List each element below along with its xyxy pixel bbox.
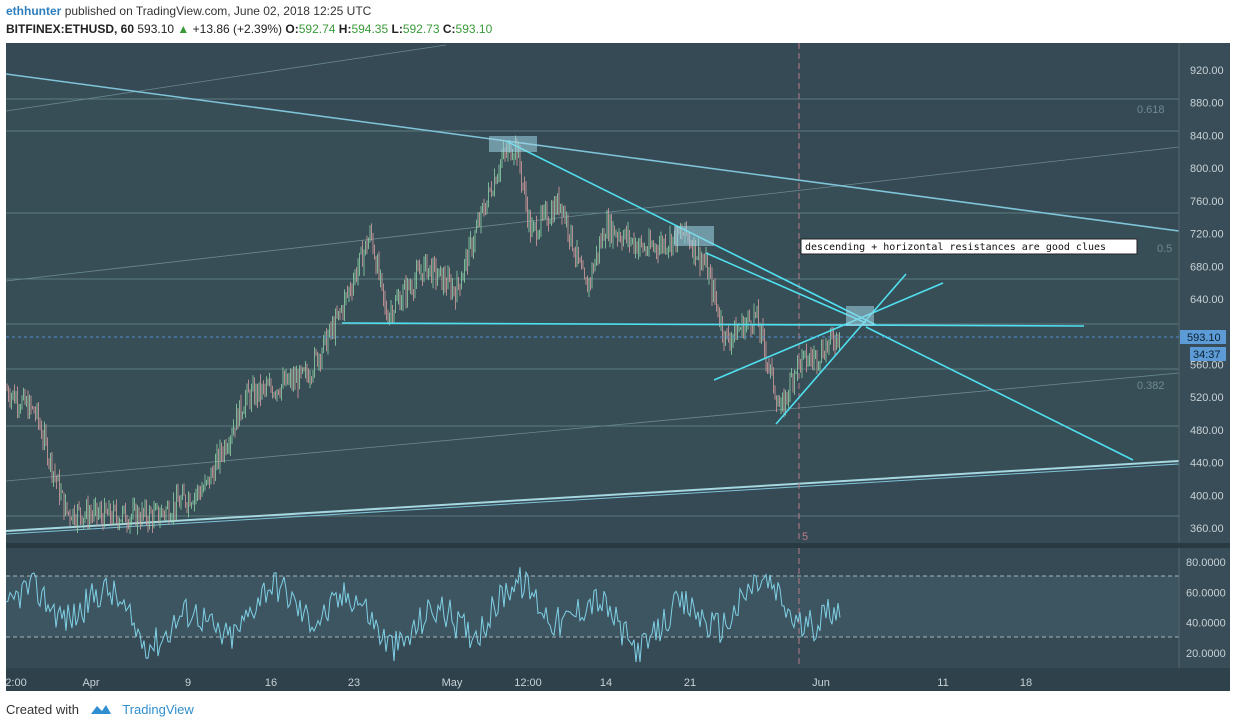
time-tick-label: May [442, 677, 463, 689]
time-tick-label: 12:00 [514, 677, 542, 689]
pane-separator[interactable] [6, 543, 1230, 548]
time-axis-ticks: 2:00 Apr 9 16 23 May 12:00 14 21 Jun 11 18 [6, 677, 1032, 689]
published-text: published on TradingView.com, June 02, 2… [64, 4, 372, 18]
time-tick-label: 11 [937, 677, 948, 689]
faint-channel-lines [6, 44, 1180, 482]
price-tick-label: 760.00 [1190, 196, 1224, 208]
time-tick-label: 9 [185, 677, 191, 689]
close-value: 593.10 [455, 22, 493, 36]
open-value: 592.74 [298, 22, 336, 36]
time-tick-label: 21 [684, 677, 696, 689]
countdown-tag [1190, 347, 1226, 361]
annotation-box[interactable] [800, 238, 1138, 255]
time-tick-label: Apr [82, 677, 99, 689]
footer: Created with TradingView [6, 702, 194, 719]
tradingview-brand-link[interactable]: TradingView [122, 702, 194, 717]
price-tick-label: 480.00 [1190, 425, 1224, 437]
oscillator-axis[interactable] [1179, 548, 1230, 668]
last-price: 593.10 [137, 22, 175, 36]
time-tick-label: 18 [1020, 677, 1032, 689]
lower-trendline-2 [6, 463, 1180, 535]
low-value: 592.73 [402, 22, 440, 36]
candles [6, 135, 840, 535]
low-label: L: [391, 22, 403, 36]
highlight-boxes[interactable] [489, 136, 874, 326]
fib-0618-label: 0.618 [1137, 104, 1165, 116]
time-tick-label: Jun [812, 677, 830, 689]
price-tick-label: 800.00 [1190, 163, 1224, 175]
author-link[interactable]: ethhunter [6, 4, 62, 18]
oscillator-axis-ticks: 80.0000 60.0000 40.0000 20.0000 [1186, 557, 1226, 660]
countdown-value: 34:37 [1193, 349, 1221, 361]
created-with-text: Created with [6, 702, 79, 717]
oscillator-line [6, 567, 841, 663]
price-tick-label: 400.00 [1190, 490, 1224, 502]
symbol-legend: BITFINEX:ETHUSD, 60 593.10 ▲ +13.86 (+2.… [6, 22, 492, 36]
osc-tick-label: 40.0000 [1186, 618, 1226, 630]
change-up-icon: ▲ [177, 22, 190, 36]
time-axis[interactable] [6, 668, 1230, 691]
osc-tick-label: 20.0000 [1186, 648, 1226, 660]
symbol-label[interactable]: BITFINEX:ETHUSD, 60 [6, 22, 135, 36]
close-label: C: [442, 22, 456, 36]
fib-05-label: 0.5 [1157, 243, 1172, 255]
high-value: 594.35 [351, 22, 389, 36]
time-tick-label: 2:00 [6, 677, 27, 689]
price-tick-label: 440.00 [1190, 458, 1224, 470]
lower-trendline[interactable] [6, 460, 1180, 532]
chart-area[interactable]: 5 0.618 0.5 0.382 descending + horizonta… [6, 43, 1230, 691]
annotation-text: descending + horizontal resistances are … [805, 242, 1106, 253]
price-change: +13.86 (+2.39%) [192, 22, 283, 36]
osc-tick-label: 60.0000 [1186, 587, 1226, 599]
price-tick-label: 520.00 [1190, 392, 1224, 404]
time-tick-label: 23 [348, 677, 360, 689]
price-tick-label: 720.00 [1190, 229, 1224, 241]
current-price-value: 593.10 [1187, 332, 1221, 344]
open-label: O: [285, 22, 299, 36]
osc-tick-label: 80.0000 [1186, 557, 1226, 569]
triangle-fill [6, 74, 1179, 531]
publish-info: ethhunter published on TradingView.com, … [6, 4, 371, 18]
price-tick-label: 680.00 [1190, 261, 1224, 273]
tradingview-cloud-icon [89, 702, 113, 719]
upper-trendline[interactable] [6, 73, 1180, 232]
fib-0382-label: 0.382 [1137, 380, 1165, 392]
divider-label: 5 [802, 531, 808, 543]
price-tick-label: 880.00 [1190, 98, 1224, 110]
high-label: H: [338, 22, 352, 36]
price-tick-label: 920.00 [1190, 65, 1224, 77]
price-axis[interactable] [1179, 43, 1230, 543]
price-tick-label: 640.00 [1190, 294, 1224, 306]
price-tick-label: 360.00 [1190, 523, 1224, 535]
price-tick-label: 840.00 [1190, 130, 1224, 142]
price-tick-label: 560.00 [1190, 359, 1224, 371]
drawn-lines[interactable] [341, 140, 1134, 461]
time-tick-label: 14 [600, 677, 612, 689]
time-tick-label: 16 [265, 677, 277, 689]
current-price-tag [1180, 330, 1226, 344]
price-axis-ticks: 920.00 880.00 840.00 800.00 760.00 720.00 680.… [1190, 65, 1224, 535]
